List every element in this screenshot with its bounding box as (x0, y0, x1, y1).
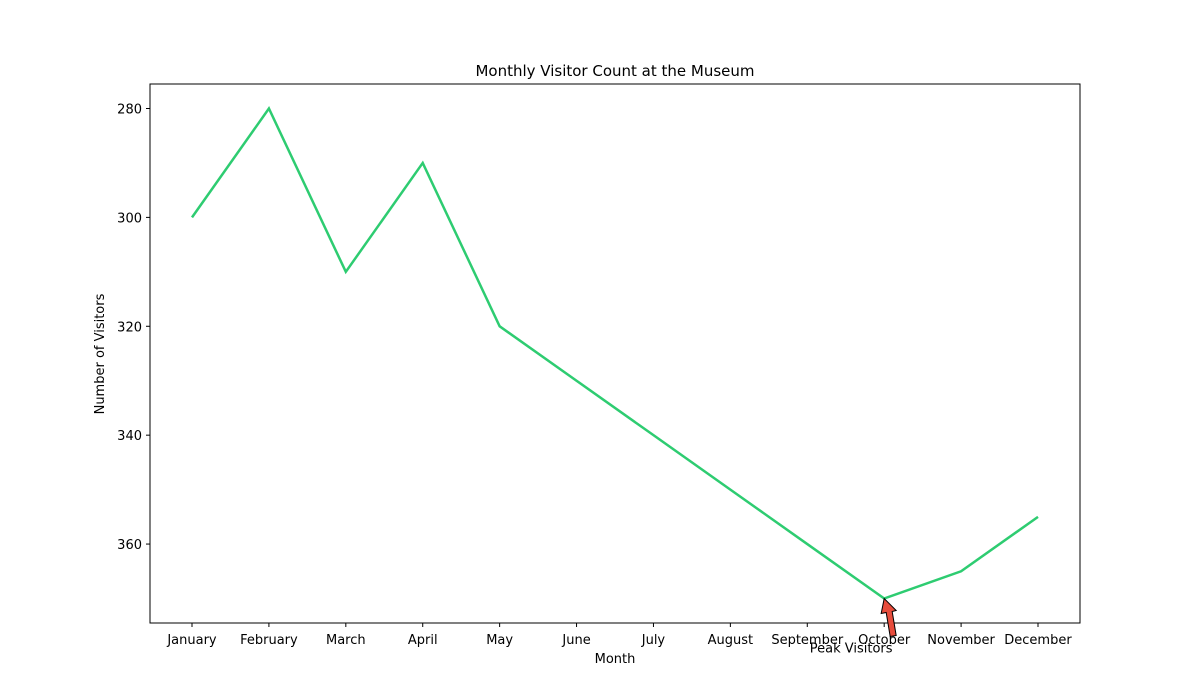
y-tick-label: 320 (117, 320, 142, 335)
x-tick-label: May (486, 633, 513, 648)
plot-area-frame (149, 83, 1081, 624)
x-tick-label: April (408, 633, 438, 648)
x-tick-label: July (641, 633, 666, 648)
y-axis-label: Number of Visitors (93, 293, 108, 414)
annotation-arrow (880, 597, 898, 638)
x-tick-label: September (771, 633, 844, 648)
x-tick-label: March (326, 633, 366, 648)
x-tick-label: December (1004, 633, 1072, 648)
x-tick-label: August (708, 633, 754, 648)
x-axis: January February March April May June July Augu… (166, 623, 1072, 648)
x-tick-label: November (927, 633, 995, 648)
x-tick-label: February (240, 633, 298, 648)
chart-title: Monthly Visitor Count at the Museum (475, 62, 754, 80)
annotation-group: Peak Visitors (810, 597, 898, 657)
x-tick-label: June (561, 633, 590, 648)
x-tick-label: October (858, 633, 911, 648)
x-tick-label: January (166, 633, 217, 648)
x-axis-label: Month (595, 652, 636, 667)
y-tick-label: 360 (117, 538, 142, 553)
y-tick-label: 280 (117, 103, 142, 118)
annotation-label: Peak Visitors (810, 642, 893, 657)
y-tick-label: 300 (117, 211, 142, 226)
series-line (190, 106, 1039, 600)
series-group (190, 106, 1039, 600)
y-tick-label: 340 (117, 429, 142, 444)
y-axis: 280 300 320 340 360 (117, 103, 150, 553)
